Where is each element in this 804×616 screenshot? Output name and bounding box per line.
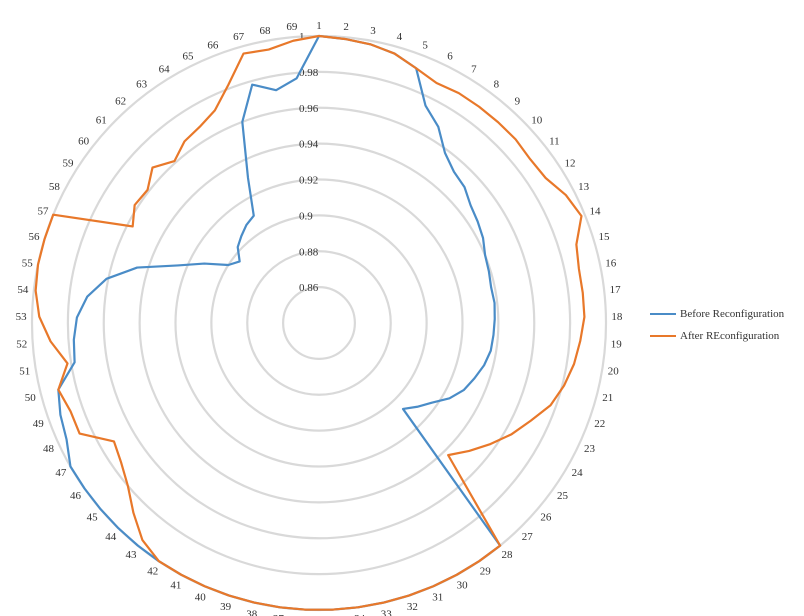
category-label: 41 <box>170 579 181 591</box>
gridline-0.94 <box>138 142 500 504</box>
category-label: 31 <box>432 591 443 603</box>
category-label: 65 <box>182 50 194 62</box>
category-label: 22 <box>594 418 605 430</box>
category-label: 51 <box>19 365 30 377</box>
category-label: 42 <box>147 565 158 577</box>
legend-swatch-after <box>650 335 676 337</box>
category-label: 48 <box>43 443 55 455</box>
category-label: 62 <box>115 96 126 108</box>
category-label: 67 <box>233 31 245 43</box>
category-label: 69 <box>286 21 298 33</box>
category-label: 9 <box>515 96 521 108</box>
category-label: 55 <box>22 257 34 269</box>
gridline-0.9 <box>210 214 428 432</box>
category-label: 15 <box>599 231 611 243</box>
category-label: 13 <box>578 181 590 193</box>
category-label: 4 <box>397 31 403 43</box>
category-label: 8 <box>494 79 500 91</box>
category-label: 33 <box>381 608 393 616</box>
category-label: 28 <box>502 549 514 561</box>
radial-tick-label: 0.88 <box>299 246 319 258</box>
category-label: 40 <box>195 591 207 603</box>
series-line-after-reconfiguration <box>34 34 586 611</box>
category-label: 57 <box>38 206 50 218</box>
category-label: 23 <box>584 443 596 455</box>
category-label: 47 <box>55 467 67 479</box>
category-label: 50 <box>25 392 37 404</box>
category-label: 52 <box>16 338 27 350</box>
category-label: 39 <box>220 601 232 613</box>
category-label: 1 <box>316 20 322 32</box>
category-label: 34 <box>354 613 366 616</box>
category-label: 19 <box>611 338 623 350</box>
category-label: 25 <box>557 490 569 502</box>
legend-swatch-before <box>650 313 676 315</box>
category-label: 44 <box>105 531 117 543</box>
radial-tick-label: 0.92 <box>299 175 318 187</box>
legend-item-before: Before Reconfiguration <box>650 303 800 325</box>
category-label: 12 <box>565 157 576 169</box>
category-label: 43 <box>125 549 137 561</box>
category-label: 11 <box>549 135 560 147</box>
category-label: 21 <box>602 392 613 404</box>
category-label: 64 <box>159 63 171 75</box>
category-label: 63 <box>136 79 148 91</box>
category-label: 26 <box>540 511 552 523</box>
radial-tick-label: 1 <box>299 31 305 43</box>
category-label: 53 <box>16 311 28 323</box>
category-label: 20 <box>608 365 620 377</box>
category-label: 16 <box>605 257 617 269</box>
category-label: 18 <box>611 311 623 323</box>
category-label: 24 <box>572 467 584 479</box>
radial-tick-label: 0.96 <box>299 103 319 115</box>
gridline-0.98 <box>66 70 572 576</box>
category-label: 3 <box>370 25 376 37</box>
category-label: 6 <box>447 50 453 62</box>
category-label: 61 <box>96 115 107 127</box>
gridline-0.92 <box>174 178 464 468</box>
radial-tick-label: 0.86 <box>299 282 319 294</box>
gridline-1 <box>30 34 608 612</box>
gridline-0.96 <box>102 106 536 540</box>
category-label: 59 <box>62 157 74 169</box>
category-label: 60 <box>78 135 90 147</box>
category-label: 66 <box>207 40 219 52</box>
category-label: 2 <box>343 21 349 33</box>
gridline-0.86 <box>282 286 356 360</box>
category-label: 49 <box>33 418 45 430</box>
radial-tick-label: 0.94 <box>299 139 319 151</box>
category-label: 68 <box>260 25 272 37</box>
category-label: 30 <box>457 579 469 591</box>
category-label: 54 <box>17 284 29 296</box>
category-label: 14 <box>589 206 601 218</box>
category-label: 17 <box>610 284 622 296</box>
category-label: 56 <box>28 231 40 243</box>
category-label: 45 <box>87 511 99 523</box>
gridline-0.88 <box>246 250 392 396</box>
category-label: 32 <box>407 601 418 613</box>
legend-label-before: Before Reconfiguration <box>680 308 785 320</box>
category-label: 46 <box>70 490 82 502</box>
category-label: 29 <box>480 565 492 577</box>
category-label: 37 <box>273 613 285 616</box>
legend: Before Reconfiguration After REconfigura… <box>650 303 800 347</box>
category-label: 10 <box>531 115 543 127</box>
radial-tick-label: 0.9 <box>299 210 313 222</box>
category-label: 7 <box>471 63 477 75</box>
category-label: 38 <box>246 608 258 616</box>
category-label: 58 <box>49 181 61 193</box>
legend-label-after: After REconfiguration <box>680 330 780 342</box>
legend-item-after: After REconfiguration <box>650 325 800 347</box>
category-label: 27 <box>522 531 534 543</box>
radial-tick-label: 0.98 <box>299 67 319 79</box>
category-label: 5 <box>422 40 428 52</box>
series-line-before-reconfiguration <box>57 34 502 611</box>
